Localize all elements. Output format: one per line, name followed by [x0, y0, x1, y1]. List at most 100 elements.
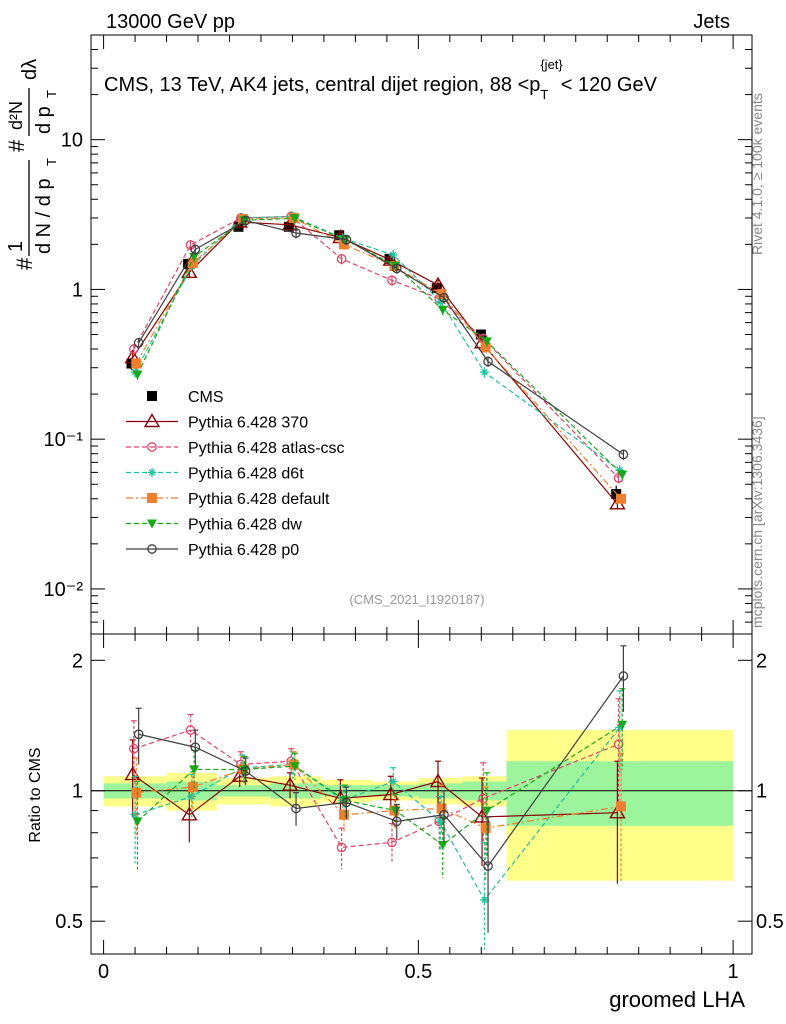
data-point [387, 275, 397, 286]
data-point [133, 337, 144, 348]
data-point [437, 305, 448, 315]
legend-label: CMS [188, 389, 224, 406]
legend-entry-2: Pythia 6.428 atlas-csc [126, 440, 345, 457]
ratio-point [609, 804, 626, 819]
y-tick-label: 10⁻¹ [44, 429, 84, 451]
legend-label: Pythia 6.428 370 [188, 415, 308, 432]
data-point [341, 234, 352, 245]
data-point [431, 283, 442, 294]
ratio-series-group [124, 645, 629, 950]
ratio-point [289, 762, 300, 772]
data-point [283, 221, 294, 232]
ratio-series-5 [132, 688, 628, 878]
ylabel-num-bot: d p [33, 106, 55, 134]
data-point [291, 228, 301, 238]
ratio-point [429, 773, 447, 788]
legend-entry-0: CMS [147, 389, 224, 406]
ylabel-den-sub: T [44, 158, 59, 166]
legend-entry-6: Pythia 6.428 p0 [126, 542, 299, 559]
y-axis-label: # 1 d N / d p T # d²N d p T dλ [4, 59, 59, 270]
ratio-point [133, 729, 144, 740]
y-tick-label: 1 [72, 279, 83, 301]
ratio-y-tick-label-left: 2 [72, 650, 83, 672]
chart-title: CMS, 13 TeV, AK4 jets, central dijet reg… [104, 57, 658, 102]
y-tick-label: 10 [61, 130, 83, 152]
data-point [618, 449, 629, 460]
data-point [187, 258, 198, 269]
ratio-plot-frame [90, 633, 753, 955]
legend-label: Pythia 6.428 d6t [188, 466, 304, 483]
ylabel-hash-2: # [4, 139, 29, 152]
ratio-point [291, 803, 301, 814]
data-point [391, 263, 402, 274]
ratio-series-6 [133, 645, 629, 933]
ratio-point [341, 797, 352, 808]
axis-ticks [91, 34, 752, 954]
ratio-point [339, 809, 350, 820]
data-point [483, 356, 493, 367]
ratio-point [187, 791, 197, 801]
ratio-point [616, 801, 626, 812]
series-3 [130, 211, 625, 476]
data-point [480, 342, 491, 353]
data-point [617, 470, 628, 480]
ratio-y-tick-label-right: 2 [756, 650, 767, 672]
x-axis-label: groomed LHA [609, 987, 745, 1012]
legend-label: Pythia 6.428 dw [188, 517, 302, 534]
ratio-y-tick-label-right: 1 [756, 781, 767, 803]
data-point [181, 263, 198, 279]
ratio-point [187, 782, 198, 793]
legend-marker [147, 391, 157, 401]
legend-entry-1: Pythia 6.428 370 [126, 413, 308, 432]
data-point [289, 214, 300, 224]
mcplots-reference-text: mcplots.cern.ch [arXiv:1306.3436] [749, 416, 765, 628]
ratio-point [436, 803, 447, 814]
data-point [616, 493, 626, 504]
ratio-y-tick-label-left: 0.5 [55, 911, 83, 933]
x-tick-label: 0 [98, 961, 109, 983]
ratio-point [483, 861, 493, 871]
ratio-point [231, 767, 248, 782]
chart-title-main: CMS, 13 TeV, AK4 jets, central dijet reg… [104, 74, 540, 96]
data-point [190, 244, 201, 255]
ratio-point [437, 840, 448, 850]
series-0 [126, 221, 622, 504]
legend-marker [147, 468, 157, 477]
data-point [384, 253, 395, 264]
ratio-point [473, 808, 491, 823]
legend-marker [143, 413, 161, 428]
ratio-point [618, 671, 629, 681]
ylabel-num-top: d²N [6, 101, 26, 130]
data-point [281, 216, 299, 231]
ratio-point [382, 786, 399, 801]
chart-title-sub: T [540, 87, 548, 102]
ratio-uncertainty-bands [103, 730, 734, 881]
legend-label: Pythia 6.428 p0 [188, 542, 299, 559]
data-point [336, 254, 347, 264]
ratio-point [481, 806, 492, 816]
data-point [334, 230, 345, 241]
legend-entry-5: Pythia 6.428 dw [126, 517, 302, 534]
header-left: 13000 GeV pp [106, 11, 235, 33]
legend-marker [147, 519, 157, 529]
ratio-y-tick-label-left: 1 [72, 781, 83, 803]
legend-label: Pythia 6.428 default [188, 491, 330, 508]
data-point [388, 250, 398, 260]
data-point [131, 358, 142, 369]
ratio-point [439, 809, 449, 820]
data-point [129, 344, 139, 354]
header-right: Jets [693, 11, 730, 33]
legend-entry-4: Pythia 6.428 default [126, 491, 330, 508]
legend-marker [147, 493, 157, 503]
ylabel-one: 1 [5, 241, 27, 252]
data-point [479, 367, 489, 377]
chart-title-sup: {jet} [540, 57, 563, 72]
ratio-point [617, 720, 628, 730]
y-tick-label: 10⁻² [44, 579, 84, 601]
chart-title-tail: < 120 GeV [561, 74, 658, 96]
ratio-y-tick-label-right: 0.5 [756, 911, 784, 933]
ratio-point [388, 777, 398, 787]
x-tick-label: 1 [728, 961, 739, 983]
ratio-point [387, 837, 397, 848]
